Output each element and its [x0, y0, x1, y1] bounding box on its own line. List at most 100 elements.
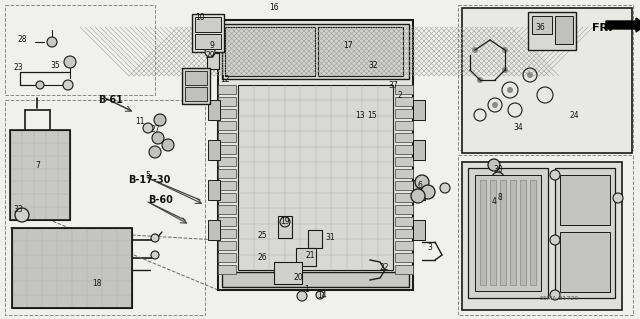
Text: 14: 14 — [317, 291, 327, 300]
Circle shape — [550, 290, 560, 300]
Circle shape — [63, 80, 73, 90]
Bar — [218, 253, 236, 262]
Text: 1: 1 — [305, 286, 309, 294]
Circle shape — [495, 175, 500, 181]
Bar — [395, 109, 413, 118]
Bar — [218, 217, 236, 226]
Circle shape — [280, 217, 290, 227]
Bar — [395, 181, 413, 190]
Text: 4: 4 — [492, 197, 497, 206]
Bar — [185, 71, 207, 85]
Circle shape — [507, 87, 513, 93]
Bar — [218, 109, 236, 118]
Bar — [218, 145, 236, 154]
Bar — [308, 230, 322, 248]
Bar — [395, 241, 413, 250]
Text: 22: 22 — [380, 263, 388, 272]
Circle shape — [166, 143, 170, 147]
Bar — [238, 85, 393, 270]
Bar — [510, 180, 516, 285]
Circle shape — [316, 291, 324, 299]
Bar — [395, 205, 413, 214]
Circle shape — [154, 114, 166, 126]
Text: 12: 12 — [220, 76, 230, 85]
Circle shape — [492, 172, 504, 184]
Bar — [208, 140, 220, 160]
Circle shape — [151, 251, 159, 259]
Circle shape — [149, 146, 161, 158]
Bar — [12, 228, 132, 308]
Circle shape — [415, 194, 420, 198]
Text: 9: 9 — [209, 41, 214, 49]
Text: 34: 34 — [513, 123, 523, 132]
Bar — [555, 168, 615, 298]
Bar — [278, 216, 292, 238]
Bar — [490, 180, 496, 285]
Bar — [195, 34, 221, 49]
Bar — [274, 262, 302, 284]
Bar — [458, 5, 633, 150]
Bar — [218, 157, 236, 166]
Bar — [10, 130, 70, 220]
Bar — [530, 180, 536, 285]
Bar — [218, 20, 413, 290]
Bar — [395, 229, 413, 238]
Bar — [218, 193, 236, 202]
Text: 13: 13 — [355, 110, 365, 120]
Bar — [218, 169, 236, 178]
Circle shape — [421, 185, 435, 199]
Circle shape — [488, 159, 500, 171]
Bar — [195, 17, 221, 32]
Circle shape — [205, 47, 215, 57]
Bar — [218, 205, 236, 214]
Circle shape — [47, 37, 57, 47]
Text: 23: 23 — [13, 63, 23, 72]
Text: FR.: FR. — [592, 23, 612, 33]
Text: B-61: B-61 — [98, 95, 123, 105]
Bar — [413, 100, 425, 120]
Text: 30: 30 — [493, 166, 503, 174]
Circle shape — [156, 136, 160, 140]
Bar — [413, 180, 425, 200]
Circle shape — [162, 139, 174, 151]
Circle shape — [419, 180, 424, 184]
Bar — [532, 16, 552, 34]
Text: 11: 11 — [135, 117, 145, 127]
Bar — [520, 180, 526, 285]
Bar — [458, 155, 633, 315]
Bar — [413, 140, 425, 160]
Bar — [208, 220, 220, 240]
Bar — [225, 27, 315, 76]
Bar — [318, 27, 403, 76]
Bar — [395, 97, 413, 106]
Circle shape — [502, 67, 508, 73]
Text: 33: 33 — [13, 205, 23, 214]
Bar — [480, 180, 486, 285]
Text: B-17-30: B-17-30 — [128, 175, 170, 185]
Text: 21: 21 — [305, 250, 315, 259]
Bar — [468, 168, 548, 298]
Bar — [475, 175, 541, 291]
Text: B-60: B-60 — [148, 195, 173, 205]
Bar — [182, 68, 210, 104]
Bar — [222, 272, 409, 287]
Bar — [222, 24, 409, 79]
Circle shape — [472, 47, 478, 53]
Bar — [462, 8, 632, 153]
Text: 27: 27 — [150, 125, 160, 135]
Text: S6MA-B1720: S6MA-B1720 — [540, 296, 579, 301]
Circle shape — [19, 212, 25, 218]
Text: 7: 7 — [36, 160, 40, 169]
Bar — [5, 5, 155, 95]
Bar — [560, 175, 610, 225]
Bar — [12, 228, 132, 308]
Bar — [395, 169, 413, 178]
Bar — [185, 87, 207, 101]
Text: 20: 20 — [293, 272, 303, 281]
Circle shape — [153, 150, 157, 154]
Bar — [218, 241, 236, 250]
Bar — [218, 229, 236, 238]
Bar — [395, 121, 413, 130]
Text: 5: 5 — [145, 170, 150, 180]
Circle shape — [527, 72, 533, 78]
